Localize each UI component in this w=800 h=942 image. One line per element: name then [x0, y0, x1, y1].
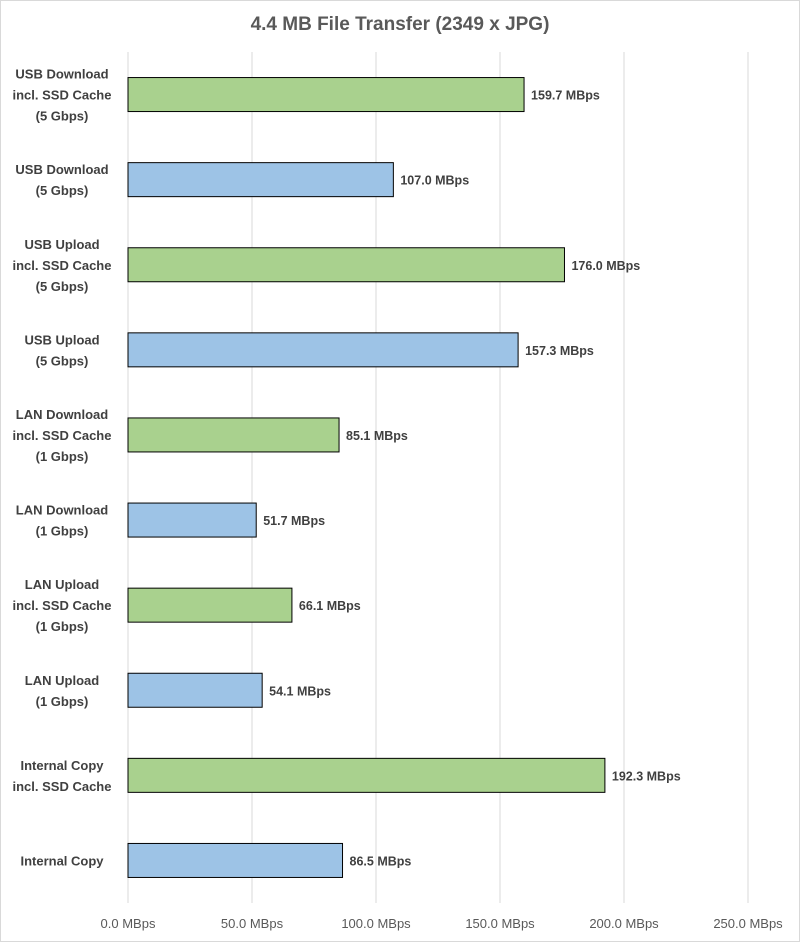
category-label-line: Internal Copy [20, 853, 104, 868]
bar [127, 247, 565, 283]
category-label-line: (5 Gbps) [36, 279, 89, 294]
chart-title: 4.4 MB File Transfer (2349 x JPG) [251, 14, 550, 35]
category-label-line: LAN Download [16, 407, 108, 422]
x-tick-label: 150.0 MBps [465, 916, 535, 931]
bar [127, 417, 340, 453]
x-tick-label: 50.0 MBps [221, 916, 284, 931]
data-label: 157.3 MBps [525, 344, 594, 358]
bar [127, 757, 606, 793]
bar [127, 162, 394, 198]
category-label-line: (1 Gbps) [36, 524, 89, 539]
category-label-line: (5 Gbps) [36, 109, 89, 124]
category-label-line: Internal Copy [20, 758, 104, 773]
data-label: 192.3 MBps [612, 769, 681, 783]
category-label-line: USB Download [15, 162, 108, 177]
data-label: 66.1 MBps [299, 599, 361, 613]
data-label: 51.7 MBps [263, 514, 325, 528]
bar [127, 842, 344, 878]
data-label: 86.5 MBps [350, 854, 412, 868]
data-label: 54.1 MBps [269, 684, 331, 698]
data-label: 85.1 MBps [346, 429, 408, 443]
bar [127, 672, 263, 708]
category-label-line: (1 Gbps) [36, 449, 89, 464]
category-label: USB Upload (5 Gbps) [24, 332, 99, 368]
category-label-line: (1 Gbps) [36, 619, 89, 634]
category-label-line: incl. SSD Cache [13, 598, 112, 613]
category-label-line: LAN Upload [25, 577, 99, 592]
category-label-line: (5 Gbps) [36, 183, 89, 198]
bar [127, 502, 257, 538]
data-label: 159.7 MBps [531, 89, 600, 103]
category-label-line: LAN Upload [25, 673, 99, 688]
category-label: USB Upload incl. SSD Cache (5 Gbps) [13, 237, 112, 294]
x-tick-label: 250.0 MBps [713, 916, 783, 931]
category-label-line: incl. SSD Cache [13, 779, 112, 794]
x-tick-label: 100.0 MBps [341, 916, 411, 931]
category-label: Internal Copy [20, 853, 104, 868]
category-label-line: (1 Gbps) [36, 694, 89, 709]
category-label-line: incl. SSD Cache [13, 258, 112, 273]
bar [127, 332, 519, 368]
bar [127, 587, 293, 623]
category-label: LAN Upload (1 Gbps) [25, 673, 99, 709]
x-tick-label: 200.0 MBps [589, 916, 659, 931]
category-label-line: USB Upload [24, 237, 99, 252]
category-label: USB Download (5 Gbps) [15, 162, 108, 198]
category-label: LAN Download (1 Gbps) [16, 503, 108, 539]
category-label-line: incl. SSD Cache [13, 88, 112, 103]
category-label-line: USB Upload [24, 332, 99, 347]
category-label: USB Download incl. SSD Cache (5 Gbps) [13, 67, 112, 124]
data-label: 107.0 MBps [400, 174, 469, 188]
category-label-line: incl. SSD Cache [13, 428, 112, 443]
category-label: LAN Upload incl. SSD Cache (1 Gbps) [13, 577, 112, 634]
bar [127, 77, 525, 113]
category-label-line: USB Download [15, 67, 108, 82]
category-label-line: (5 Gbps) [36, 353, 89, 368]
category-label: LAN Download incl. SSD Cache (1 Gbps) [13, 407, 112, 464]
category-label: Internal Copy incl. SSD Cache [13, 758, 112, 794]
category-label-line: LAN Download [16, 503, 108, 518]
x-tick-label: 0.0 MBps [101, 916, 156, 931]
data-label: 176.0 MBps [571, 259, 640, 273]
